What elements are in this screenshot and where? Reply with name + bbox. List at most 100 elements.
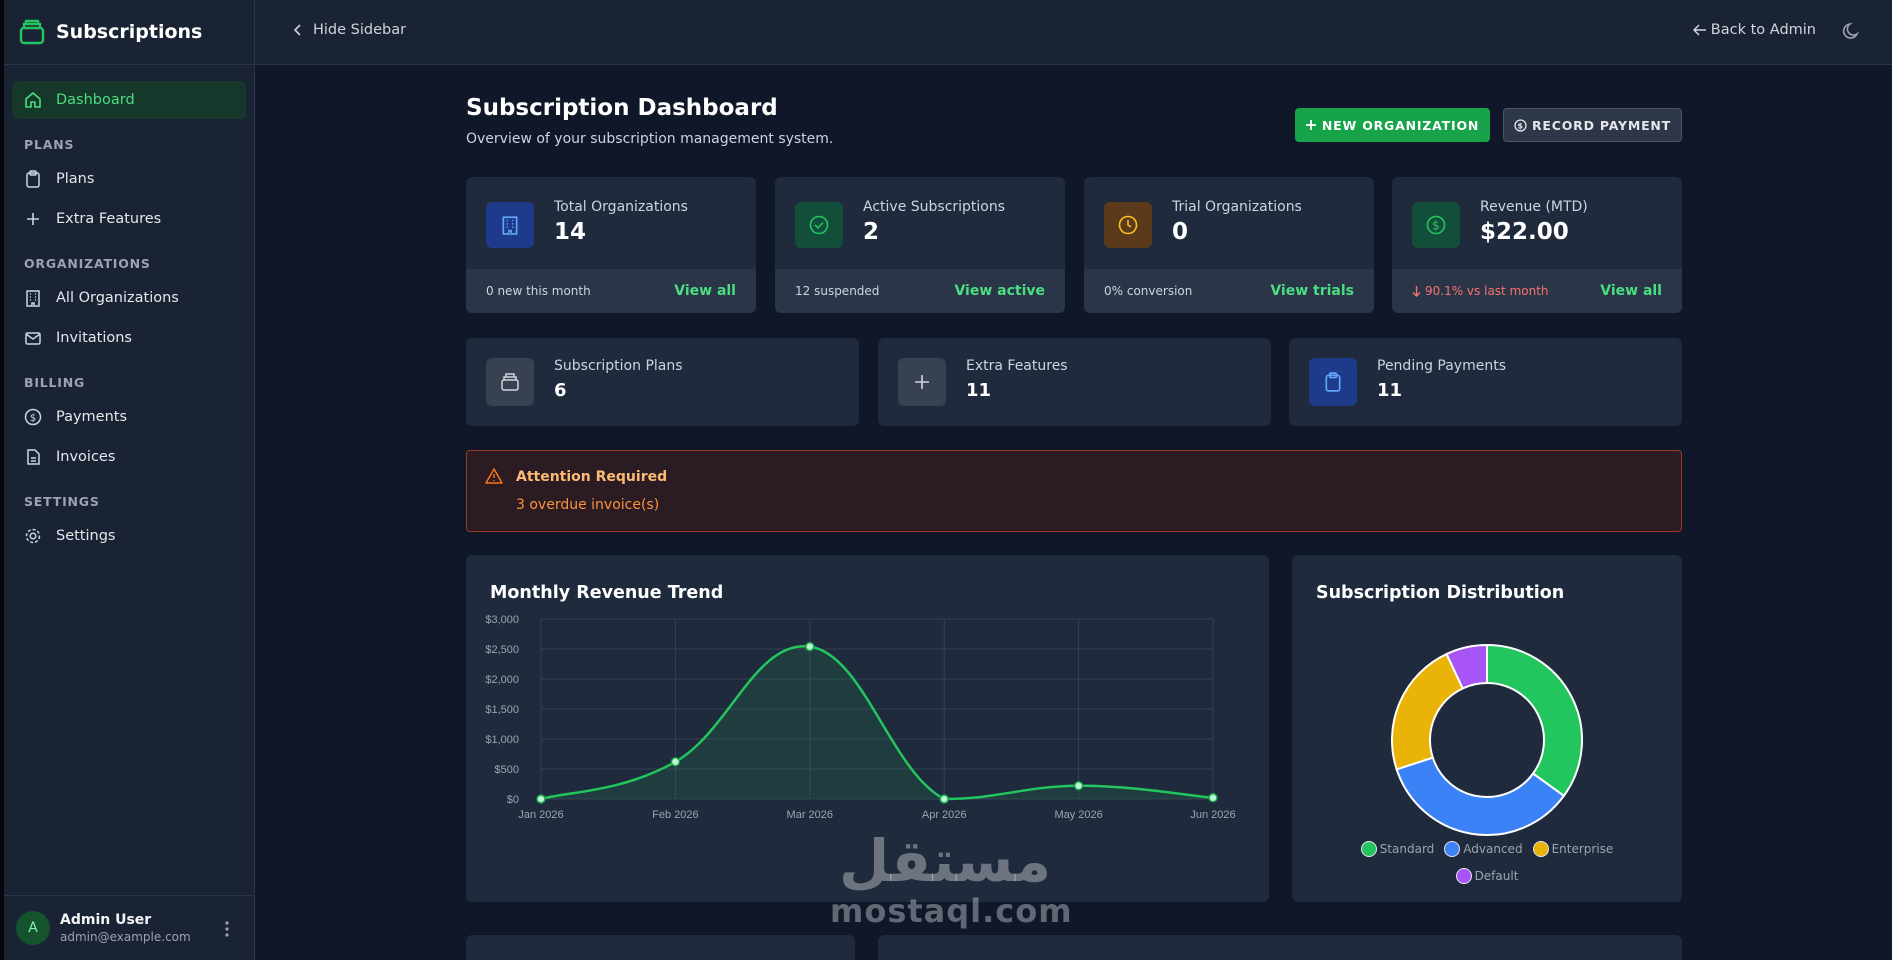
user-menu[interactable]: A Admin User admin@example.com (4, 895, 254, 960)
mini-label: Pending Payments (1377, 358, 1507, 374)
legend-label: Enterprise (1551, 842, 1614, 856)
sidebar-item-payments[interactable]: $ Payments (12, 398, 246, 436)
stat-card-revenue-mtd: $ Revenue (MTD) $22.00 90.1% vs last mon… (1392, 177, 1682, 313)
sidebar-item-invoices[interactable]: Invoices (12, 438, 246, 476)
legend-swatch (1444, 841, 1461, 857)
stat-value: 2 (863, 219, 880, 245)
donut-slice-enterprise (1391, 652, 1465, 771)
stat-card-active-subscriptions: Active Subscriptions 2 12 suspended View… (775, 177, 1065, 313)
mail-icon (24, 329, 42, 347)
window-edge (0, 0, 4, 960)
view-all-link[interactable]: View all (1600, 283, 1662, 299)
legend-item-advanced[interactable]: Advanced (1444, 841, 1523, 857)
chart-legend: Standard Advanced Enterprise (1292, 841, 1682, 857)
sidebar: Subscriptions Dashboard PLANS Plans Extr… (4, 0, 255, 960)
dollar-circle-icon: $ (1412, 202, 1460, 248)
attention-alert: Attention Required 3 overdue invoice(s) (466, 450, 1682, 532)
area-fill (541, 646, 1213, 799)
top-bar: Hide Sidebar Back to Admin (255, 0, 1892, 65)
panel-title: Subscription Distribution (1316, 583, 1565, 603)
arrow-left-icon (1692, 24, 1707, 36)
data-point (1073, 781, 1084, 791)
mini-card-extra-features: Extra Features 11 (878, 338, 1271, 426)
more-options-icon[interactable] (224, 920, 230, 943)
sidebar-item-plans[interactable]: Plans (12, 160, 246, 198)
chart-legend-row-2: Default (1292, 868, 1682, 884)
hide-sidebar-label: Hide Sidebar (313, 22, 407, 38)
home-icon (24, 91, 42, 109)
x-tick-label: May 2026 (1054, 809, 1102, 821)
svg-text:$: $ (30, 413, 36, 424)
app-title: Subscriptions (56, 21, 203, 43)
avatar: A (16, 911, 50, 945)
legend-item-enterprise[interactable]: Enterprise (1532, 841, 1614, 857)
y-tick-label: $3,000 (485, 614, 519, 626)
data-point (805, 641, 815, 652)
stack-icon (486, 358, 534, 406)
stat-label: Revenue (MTD) (1480, 199, 1588, 215)
nav-section-settings: SETTINGS (24, 494, 100, 509)
sidebar-item-label: Dashboard (56, 92, 135, 108)
y-tick-label: $0 (507, 794, 519, 806)
sidebar-item-label: Invitations (56, 330, 132, 346)
new-organization-button[interactable]: NEW ORGANIZATION (1295, 108, 1490, 142)
arrow-down-icon (1412, 285, 1421, 297)
y-tick-label: $2,500 (485, 644, 519, 656)
legend-label: Standard (1379, 842, 1435, 856)
x-tick-label: Jan 2026 (518, 809, 563, 821)
stat-note: 12 suspended (795, 284, 880, 298)
chevron-left-icon (293, 24, 303, 36)
stat-value: 0 (1172, 219, 1189, 245)
nav-section-plans: PLANS (24, 137, 75, 152)
back-to-admin-label: Back to Admin (1710, 22, 1816, 38)
subscriptions-logo-icon (18, 18, 46, 46)
watermark-latin: mostaql.com (830, 892, 1073, 930)
stat-card-trial-organizations: Trial Organizations 0 0% conversion View… (1084, 177, 1374, 313)
clipboard-icon (1309, 358, 1357, 406)
legend-item-default[interactable]: Default (1455, 868, 1519, 884)
sidebar-item-all-organizations[interactable]: All Organizations (12, 279, 246, 317)
plus-icon (898, 358, 946, 406)
warning-icon (485, 468, 503, 488)
gear-icon (24, 527, 42, 545)
data-point (1208, 793, 1218, 803)
view-trials-link[interactable]: View trials (1270, 283, 1354, 299)
sidebar-item-extra-features[interactable]: Extra Features (12, 200, 246, 238)
y-tick-label: $2,000 (485, 674, 519, 686)
mini-card-pending-payments: Pending Payments 11 (1289, 338, 1682, 426)
panel-title: Monthly Revenue Trend (490, 583, 724, 603)
view-active-link[interactable]: View active (954, 283, 1045, 299)
dollar-circle-icon: $ (24, 408, 42, 426)
moon-icon[interactable] (1842, 21, 1862, 45)
clipboard-icon (24, 170, 42, 188)
record-payment-button[interactable]: $ RECORD PAYMENT (1503, 108, 1682, 142)
sidebar-item-settings[interactable]: Settings (12, 517, 246, 555)
stat-value: 14 (554, 219, 587, 245)
y-tick-label: $1,500 (485, 704, 519, 716)
mini-label: Extra Features (966, 358, 1068, 374)
stat-label: Active Subscriptions (863, 199, 1006, 215)
building-icon (486, 202, 534, 248)
legend-item-standard[interactable]: Standard (1360, 841, 1435, 857)
sidebar-item-label: All Organizations (56, 290, 179, 306)
x-tick-label: Jun 2026 (1190, 809, 1235, 821)
mini-value: 11 (966, 380, 992, 401)
sidebar-item-label: Plans (56, 171, 95, 187)
sidebar-item-label: Invoices (56, 449, 116, 465)
check-circle-icon (795, 202, 843, 248)
sidebar-item-dashboard[interactable]: Dashboard (12, 81, 246, 119)
mini-value: 6 (554, 380, 567, 401)
mini-card-subscription-plans: Subscription Plans 6 (466, 338, 859, 426)
brand[interactable]: Subscriptions (4, 0, 254, 65)
svg-text:$: $ (1432, 219, 1440, 233)
back-to-admin-link[interactable]: Back to Admin (1692, 22, 1816, 38)
svg-text:$: $ (1517, 121, 1523, 130)
sidebar-item-invitations[interactable]: Invitations (12, 319, 246, 357)
revenue-change-text: 90.1% vs last month (1425, 284, 1549, 298)
nav-section-billing: BILLING (24, 375, 86, 390)
legend-label: Default (1474, 869, 1519, 883)
view-all-link[interactable]: View all (674, 283, 736, 299)
distribution-panel: Subscription Distribution Standard Advan… (1292, 555, 1682, 902)
hide-sidebar-button[interactable]: Hide Sidebar (293, 22, 406, 38)
alert-text[interactable]: 3 overdue invoice(s) (516, 497, 660, 513)
